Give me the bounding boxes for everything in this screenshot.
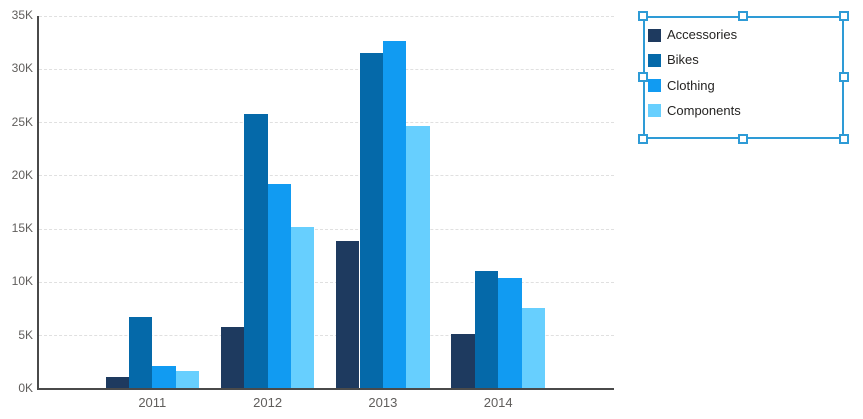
bar-bikes-2013[interactable] <box>359 53 383 389</box>
legend-item-bikes[interactable]: Bikes <box>648 53 699 67</box>
bar-components-2012[interactable] <box>291 227 315 389</box>
resize-handle-se[interactable] <box>839 134 849 144</box>
legend-item-accessories[interactable]: Accessories <box>648 28 737 42</box>
resize-handle-sw[interactable] <box>638 134 648 144</box>
x-tick-label: 2014 <box>483 395 513 410</box>
bar-clothing-2011[interactable] <box>152 365 176 389</box>
legend-label: Clothing <box>667 77 715 93</box>
y-tick-label: 35K <box>11 8 33 22</box>
y-tick-label: 30K <box>11 61 33 76</box>
bar-components-2013[interactable] <box>406 125 430 389</box>
bar-accessories-2011[interactable] <box>105 377 129 389</box>
y-tick-label: 5K <box>18 327 33 342</box>
gridline <box>39 15 614 17</box>
y-tick-label: 0K <box>18 381 33 395</box>
bar-accessories-2014[interactable] <box>451 333 475 389</box>
bar-clothing-2012[interactable] <box>267 184 291 389</box>
gridline <box>39 281 614 283</box>
resize-handle-s[interactable] <box>738 134 748 144</box>
y-tick-label: 20K <box>11 167 33 182</box>
legend-swatch-bikes <box>648 53 661 67</box>
legend-swatch-clothing <box>648 79 661 93</box>
legend-swatch-accessories <box>648 28 661 42</box>
bar-components-2011[interactable] <box>175 370 200 389</box>
gridline <box>39 335 614 337</box>
bar-bikes-2011[interactable] <box>128 316 153 389</box>
y-tick-label: 25K <box>11 114 33 129</box>
legend-swatch-components <box>648 104 661 118</box>
x-tick-label: 2011 <box>138 395 167 410</box>
legend-item-components[interactable]: Components <box>648 102 741 118</box>
x-axis <box>37 388 614 390</box>
bar-components-2014[interactable] <box>521 308 545 389</box>
resize-handle-w[interactable] <box>638 72 648 82</box>
legend-label: Bikes <box>667 52 699 68</box>
bar-bikes-2014[interactable] <box>474 270 499 389</box>
resize-handle-ne[interactable] <box>839 11 849 21</box>
legend-label: Components <box>667 102 741 118</box>
bar-clothing-2013[interactable] <box>382 40 407 389</box>
bar-accessories-2013[interactable] <box>336 240 360 389</box>
resize-handle-e[interactable] <box>839 72 849 82</box>
bar-bikes-2012[interactable] <box>244 114 268 389</box>
x-tick-label: 2013 <box>368 395 398 410</box>
y-tick-label: 10K <box>11 274 33 289</box>
x-tick-label: 2012 <box>253 395 283 410</box>
legend-box[interactable]: Accessories Bikes Clothing Components <box>643 16 844 139</box>
legend-items: Accessories Bikes Clothing Components <box>645 18 842 137</box>
gridline <box>39 175 614 177</box>
legend-item-clothing[interactable]: Clothing <box>648 77 715 93</box>
gridline <box>39 228 614 230</box>
gridline <box>39 68 614 70</box>
gridline <box>39 122 614 124</box>
resize-handle-nw[interactable] <box>638 11 648 21</box>
resize-handle-n[interactable] <box>738 11 748 21</box>
y-tick-label: 15K <box>11 221 33 236</box>
legend-label: Accessories <box>667 27 738 42</box>
y-axis <box>37 16 39 390</box>
bar-clothing-2014[interactable] <box>498 278 522 389</box>
bar-accessories-2012[interactable] <box>220 327 245 389</box>
